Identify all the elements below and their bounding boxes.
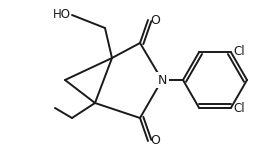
Text: N: N xyxy=(157,73,167,87)
Text: HO: HO xyxy=(53,8,71,22)
Text: O: O xyxy=(150,135,160,147)
Text: O: O xyxy=(150,14,160,27)
Text: Cl: Cl xyxy=(233,102,245,115)
Text: Cl: Cl xyxy=(233,45,245,58)
